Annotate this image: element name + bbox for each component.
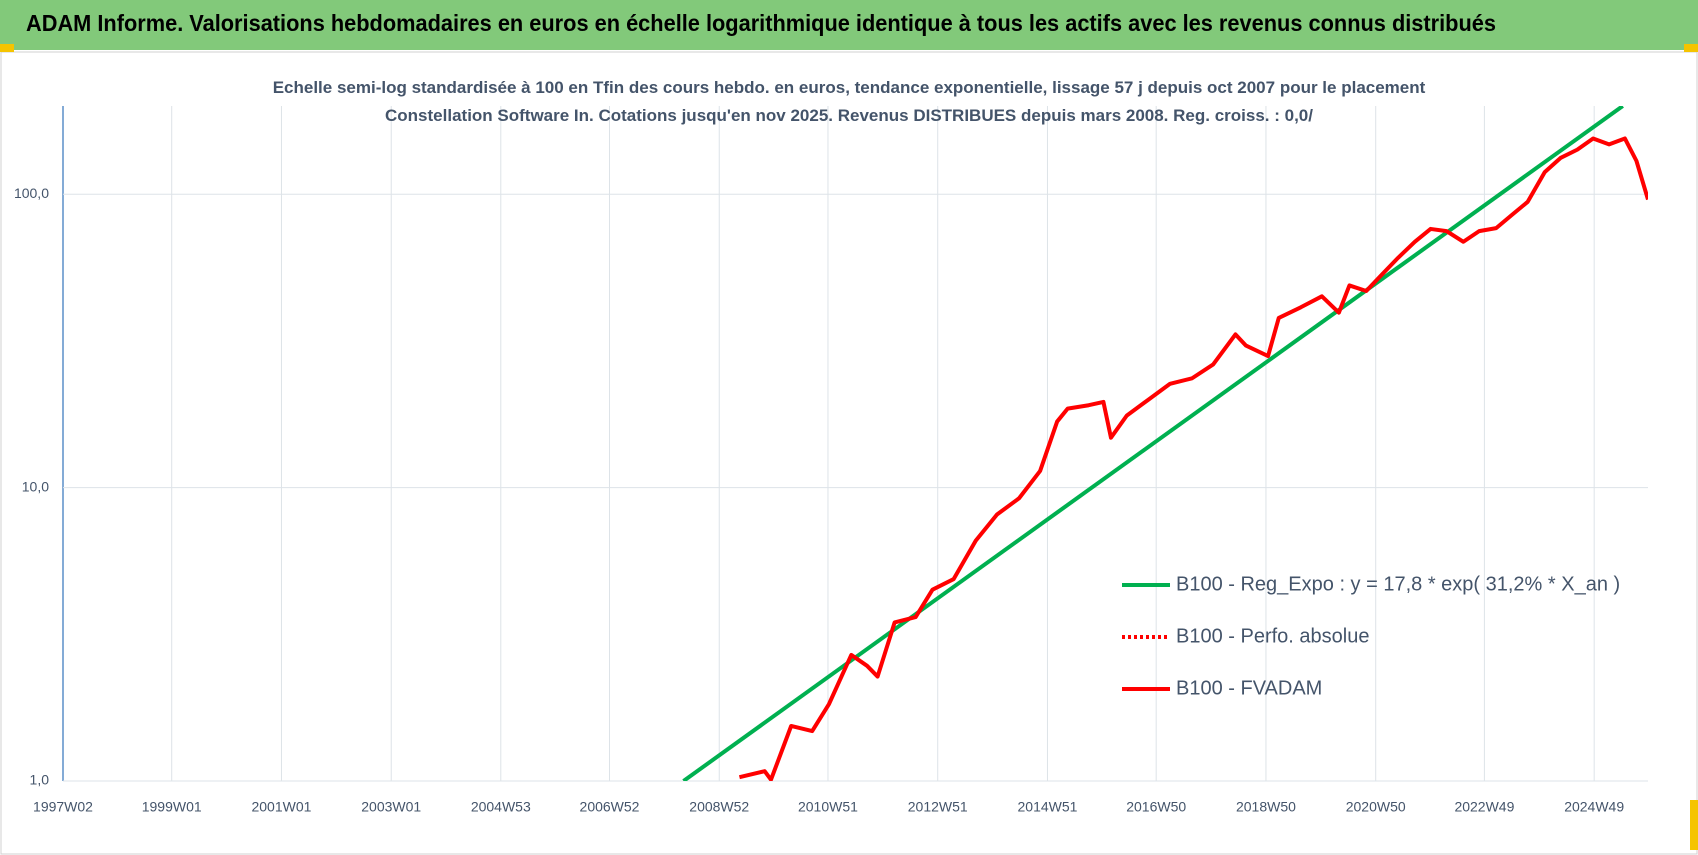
frame [0, 51, 1698, 855]
line [682, 106, 1624, 781]
line [738, 136, 1648, 781]
corner [1690, 800, 1698, 850]
legend-label: B100 - Perfo. absolue [1176, 625, 1369, 647]
y-tick-label: 100,0 [14, 185, 49, 201]
x-tick-label: 2024W49 [1564, 799, 1624, 815]
legend-label: B100 - FVADAM [1176, 677, 1322, 699]
x-tick-label: 2003W01 [361, 799, 421, 815]
x-tick-label: 2006W52 [580, 799, 640, 815]
y-tick-label: 10,0 [22, 478, 49, 494]
y-tick-label: 1,0 [30, 772, 50, 788]
x-tick-label: 2020W50 [1346, 799, 1406, 815]
x-tick-label: 2018W50 [1236, 799, 1296, 815]
page-title: ADAM Informe. Valorisations hebdomadaire… [26, 10, 1496, 36]
corner [1684, 44, 1698, 52]
x-tick-label: 1999W01 [142, 799, 202, 815]
x-tick-label: 2014W51 [1018, 799, 1078, 815]
chart-title: Echelle semi-log standardisée à 100 en T… [272, 78, 1426, 125]
banner [0, 0, 1698, 50]
x-tick-label: 2008W52 [689, 799, 749, 815]
x-tick-label: 2004W53 [471, 799, 531, 815]
corner [0, 44, 14, 52]
x-tick-label: 2016W50 [1126, 799, 1186, 815]
x-tick-label: 2010W51 [798, 799, 858, 815]
x-tick-label: 2012W51 [908, 799, 968, 815]
x-tick-label: 2001W01 [251, 799, 311, 815]
x-tick-label: 1997W02 [33, 799, 93, 815]
x-tick-label: 2022W49 [1454, 799, 1514, 815]
legend-label: B100 - Reg_Expo : y = 17,8 * exp( 31,2% … [1176, 573, 1620, 595]
